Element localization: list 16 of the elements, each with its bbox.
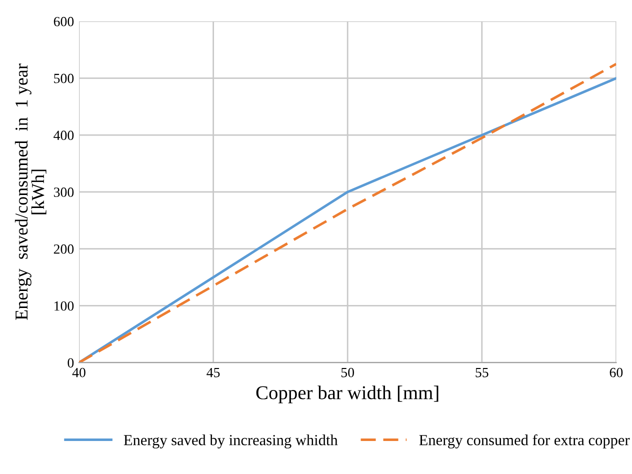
y-tick-label: 500 xyxy=(54,74,74,84)
legend-label: Energy consumed for extra copper xyxy=(419,434,630,448)
x-tick-label: 50 xyxy=(341,368,354,378)
y-axis-title: Energy saved/consumed in 1 year [kWh] xyxy=(14,64,46,320)
x-axis-title: Copper bar width [mm] xyxy=(256,386,438,404)
y-tick-label: 100 xyxy=(54,301,74,311)
y-tick-label: 200 xyxy=(54,244,74,254)
y-tick-label: 400 xyxy=(54,130,74,140)
x-tick-label: 55 xyxy=(476,368,488,378)
y-tick-label: 300 xyxy=(54,188,74,197)
x-tick-label: 60 xyxy=(610,368,623,378)
x-tick-label: 40 xyxy=(72,368,86,378)
y-tick-label: 0 xyxy=(68,358,74,368)
y-tick-label: 600 xyxy=(54,16,74,26)
legend-label: Energy saved by increasing whidth xyxy=(124,434,338,448)
x-tick-label: 45 xyxy=(206,368,220,378)
